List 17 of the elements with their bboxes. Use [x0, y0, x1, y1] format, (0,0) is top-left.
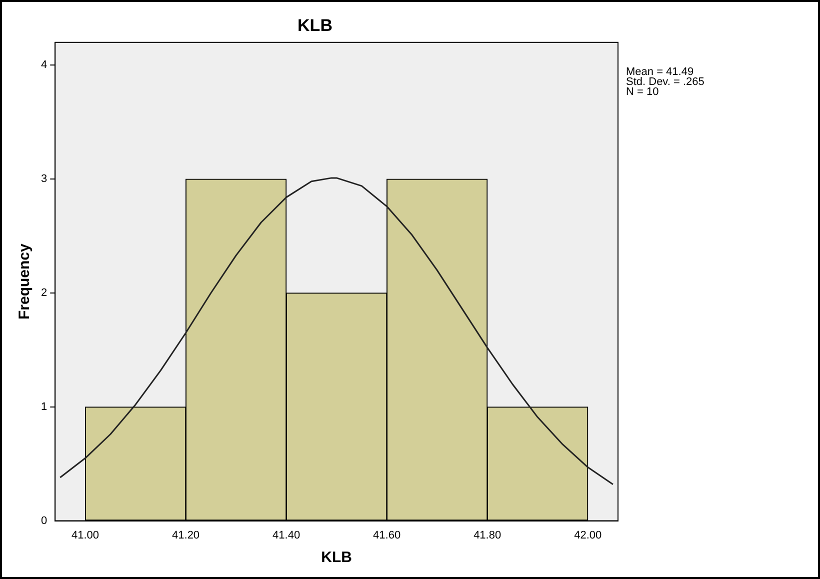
x-tick-label: 41.00 — [72, 529, 100, 542]
x-tick-label: 41.80 — [474, 529, 502, 542]
x-tick-label: 41.40 — [272, 529, 300, 542]
text: Std. Dev. = .265 — [626, 76, 704, 88]
y-tick-label: 0 — [40, 514, 48, 527]
y-tick-label: 1 — [40, 400, 48, 413]
y-axis-title: Frequency — [16, 243, 34, 320]
text: Mean = 41.49 — [626, 66, 694, 78]
x-tick-label: 42.00 — [574, 529, 602, 542]
x-tick-label: 41.20 — [172, 529, 200, 542]
text: N = 10 — [626, 86, 659, 98]
y-tick-label: 4 — [40, 59, 48, 72]
y-tick-label: 2 — [40, 287, 48, 300]
chart-title: KLB — [298, 16, 332, 35]
y-tick-label: 3 — [40, 173, 48, 186]
x-axis-title: KLB — [321, 549, 352, 566]
x-tick-label: 41.60 — [373, 529, 401, 542]
